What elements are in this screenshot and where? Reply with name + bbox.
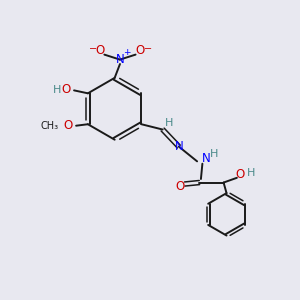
Text: +: + — [123, 48, 130, 57]
Text: −: − — [88, 44, 97, 54]
Text: O: O — [236, 168, 245, 182]
Text: −: − — [145, 44, 153, 54]
Text: N: N — [175, 140, 184, 153]
Text: O: O — [63, 119, 73, 132]
Text: O: O — [136, 44, 145, 57]
Text: N: N — [116, 52, 124, 65]
Text: H: H — [53, 85, 61, 95]
Text: H: H — [247, 168, 255, 178]
Text: H: H — [210, 149, 218, 159]
Text: CH₃: CH₃ — [41, 121, 59, 131]
Text: N: N — [202, 152, 210, 165]
Text: O: O — [175, 181, 184, 194]
Text: H: H — [165, 118, 173, 128]
Text: O: O — [62, 83, 71, 96]
Text: O: O — [95, 44, 104, 57]
